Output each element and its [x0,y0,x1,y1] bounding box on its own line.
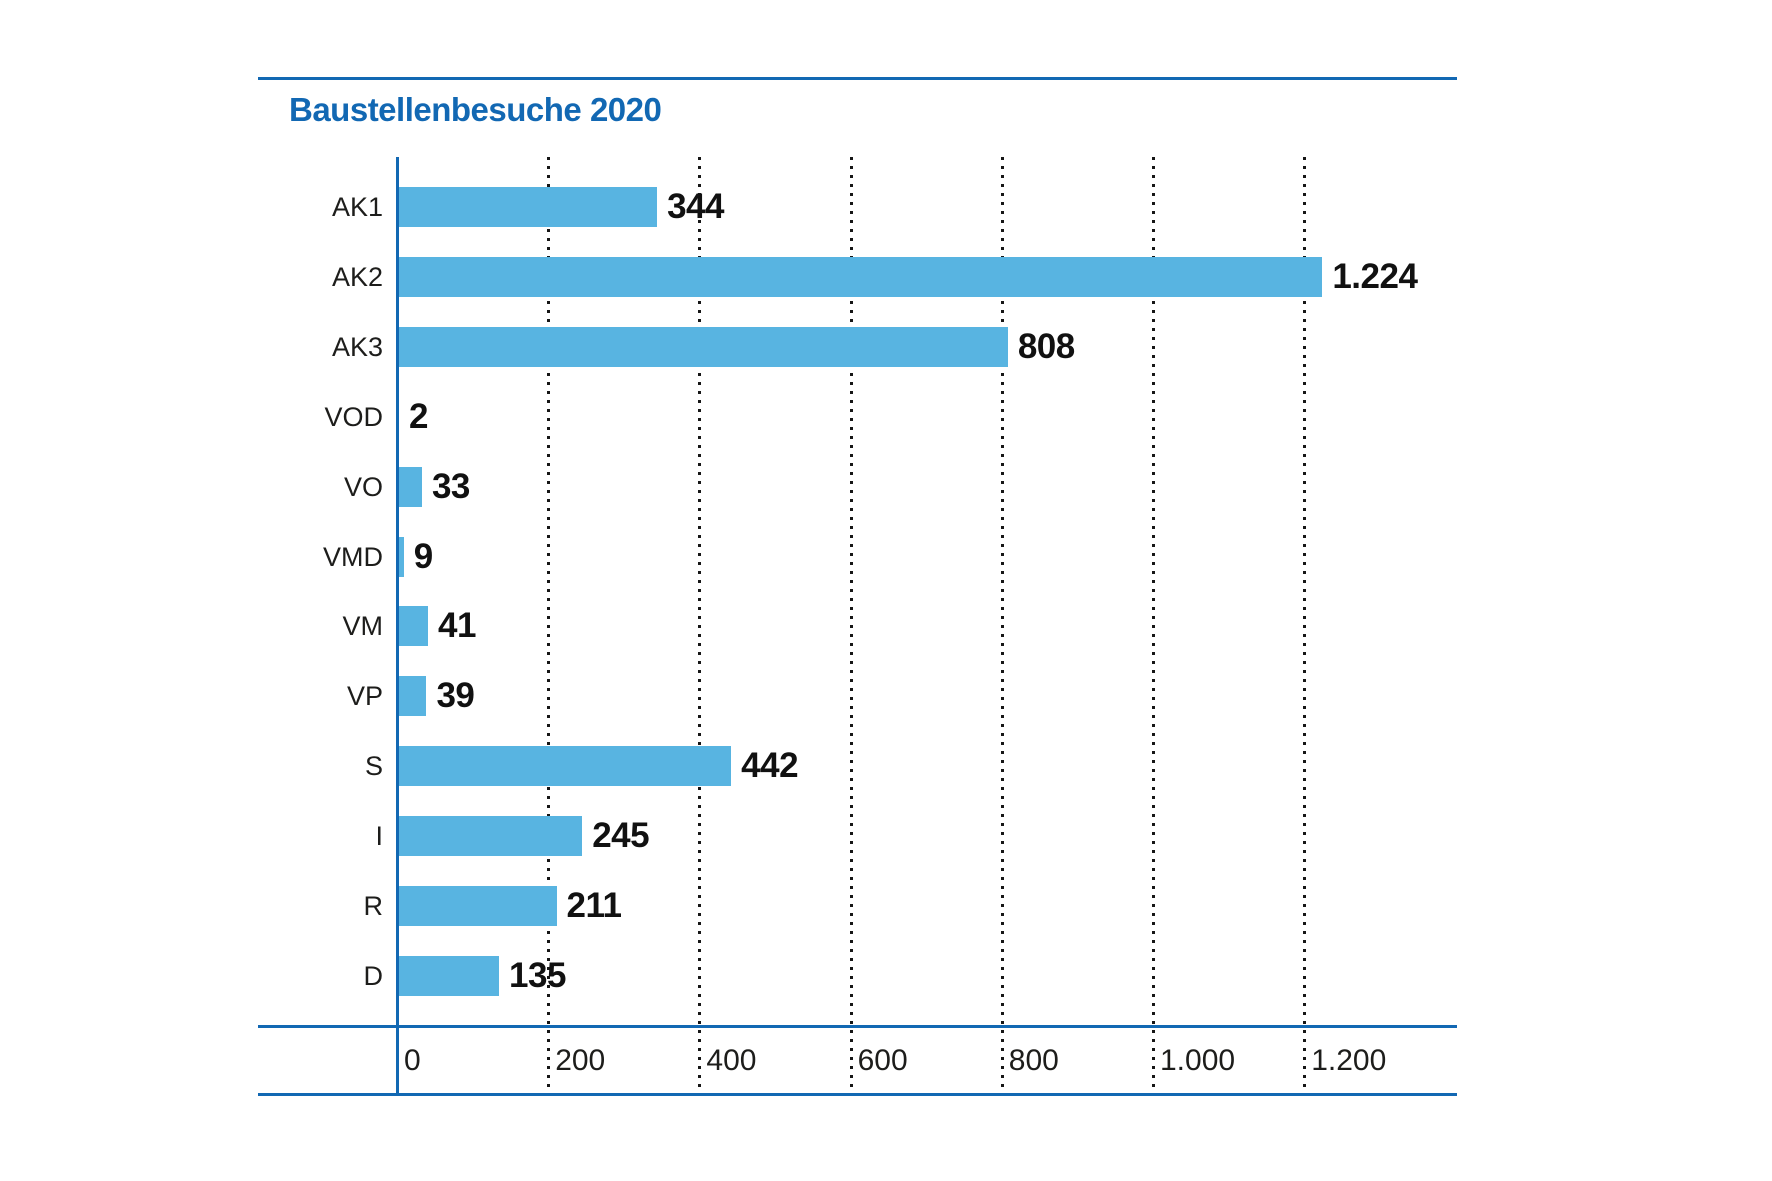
category-label: AK2 [331,261,383,292]
gridline [547,157,551,1093]
category-label: D [363,960,384,991]
value-label: 2 [409,396,428,436]
gridline [1303,157,1307,1093]
value-label: 33 [431,466,470,506]
bar [397,816,583,857]
y-axis-line [396,157,399,1093]
category-label: VOD [324,401,383,432]
value-label: 135 [509,955,566,995]
gridline [1000,157,1004,1093]
bar [397,746,732,787]
x-tick-label: 800 [1008,1044,1059,1077]
bottom-rule [258,1093,1457,1096]
category-label: S [364,751,383,782]
bar [397,606,428,647]
value-label: 344 [667,187,724,226]
category-label: VMD [323,541,383,572]
chart-title: Baustellenbesuche 2020 [289,91,662,128]
bar [397,187,658,227]
bar [397,536,404,577]
bar [397,326,1008,367]
category-label: I [375,821,383,852]
bar [397,466,422,507]
x-tick-label: 0 [404,1044,421,1077]
x-tick-label: 1.000 [1160,1044,1236,1077]
bar [397,256,1323,297]
x-tick-label: 400 [706,1044,757,1077]
value-label: 245 [592,816,650,856]
category-label: R [363,891,384,921]
bar [397,955,500,996]
value-label: 808 [1017,326,1075,366]
value-label: 211 [566,886,622,925]
x-tick-label: 200 [555,1044,606,1077]
gridline [1152,157,1155,1093]
gridline [698,157,702,1093]
top-rule [258,77,1457,80]
value-label: 1.224 [1332,256,1418,296]
category-label: AK3 [331,331,383,362]
category-label: VM [342,611,384,642]
bar [397,886,557,926]
x-tick-label: 1.200 [1311,1044,1387,1077]
x-axis-rule [258,1025,1457,1028]
gridline [849,157,853,1093]
value-label: 9 [413,536,433,576]
value-label: 39 [436,676,475,716]
x-tick-label: 600 [857,1044,908,1077]
bar [397,676,427,717]
category-label: VO [343,471,383,502]
value-label: 442 [741,746,799,786]
value-label: 41 [437,606,476,646]
category-label: VP [346,681,383,712]
category-label: AK1 [331,192,383,222]
